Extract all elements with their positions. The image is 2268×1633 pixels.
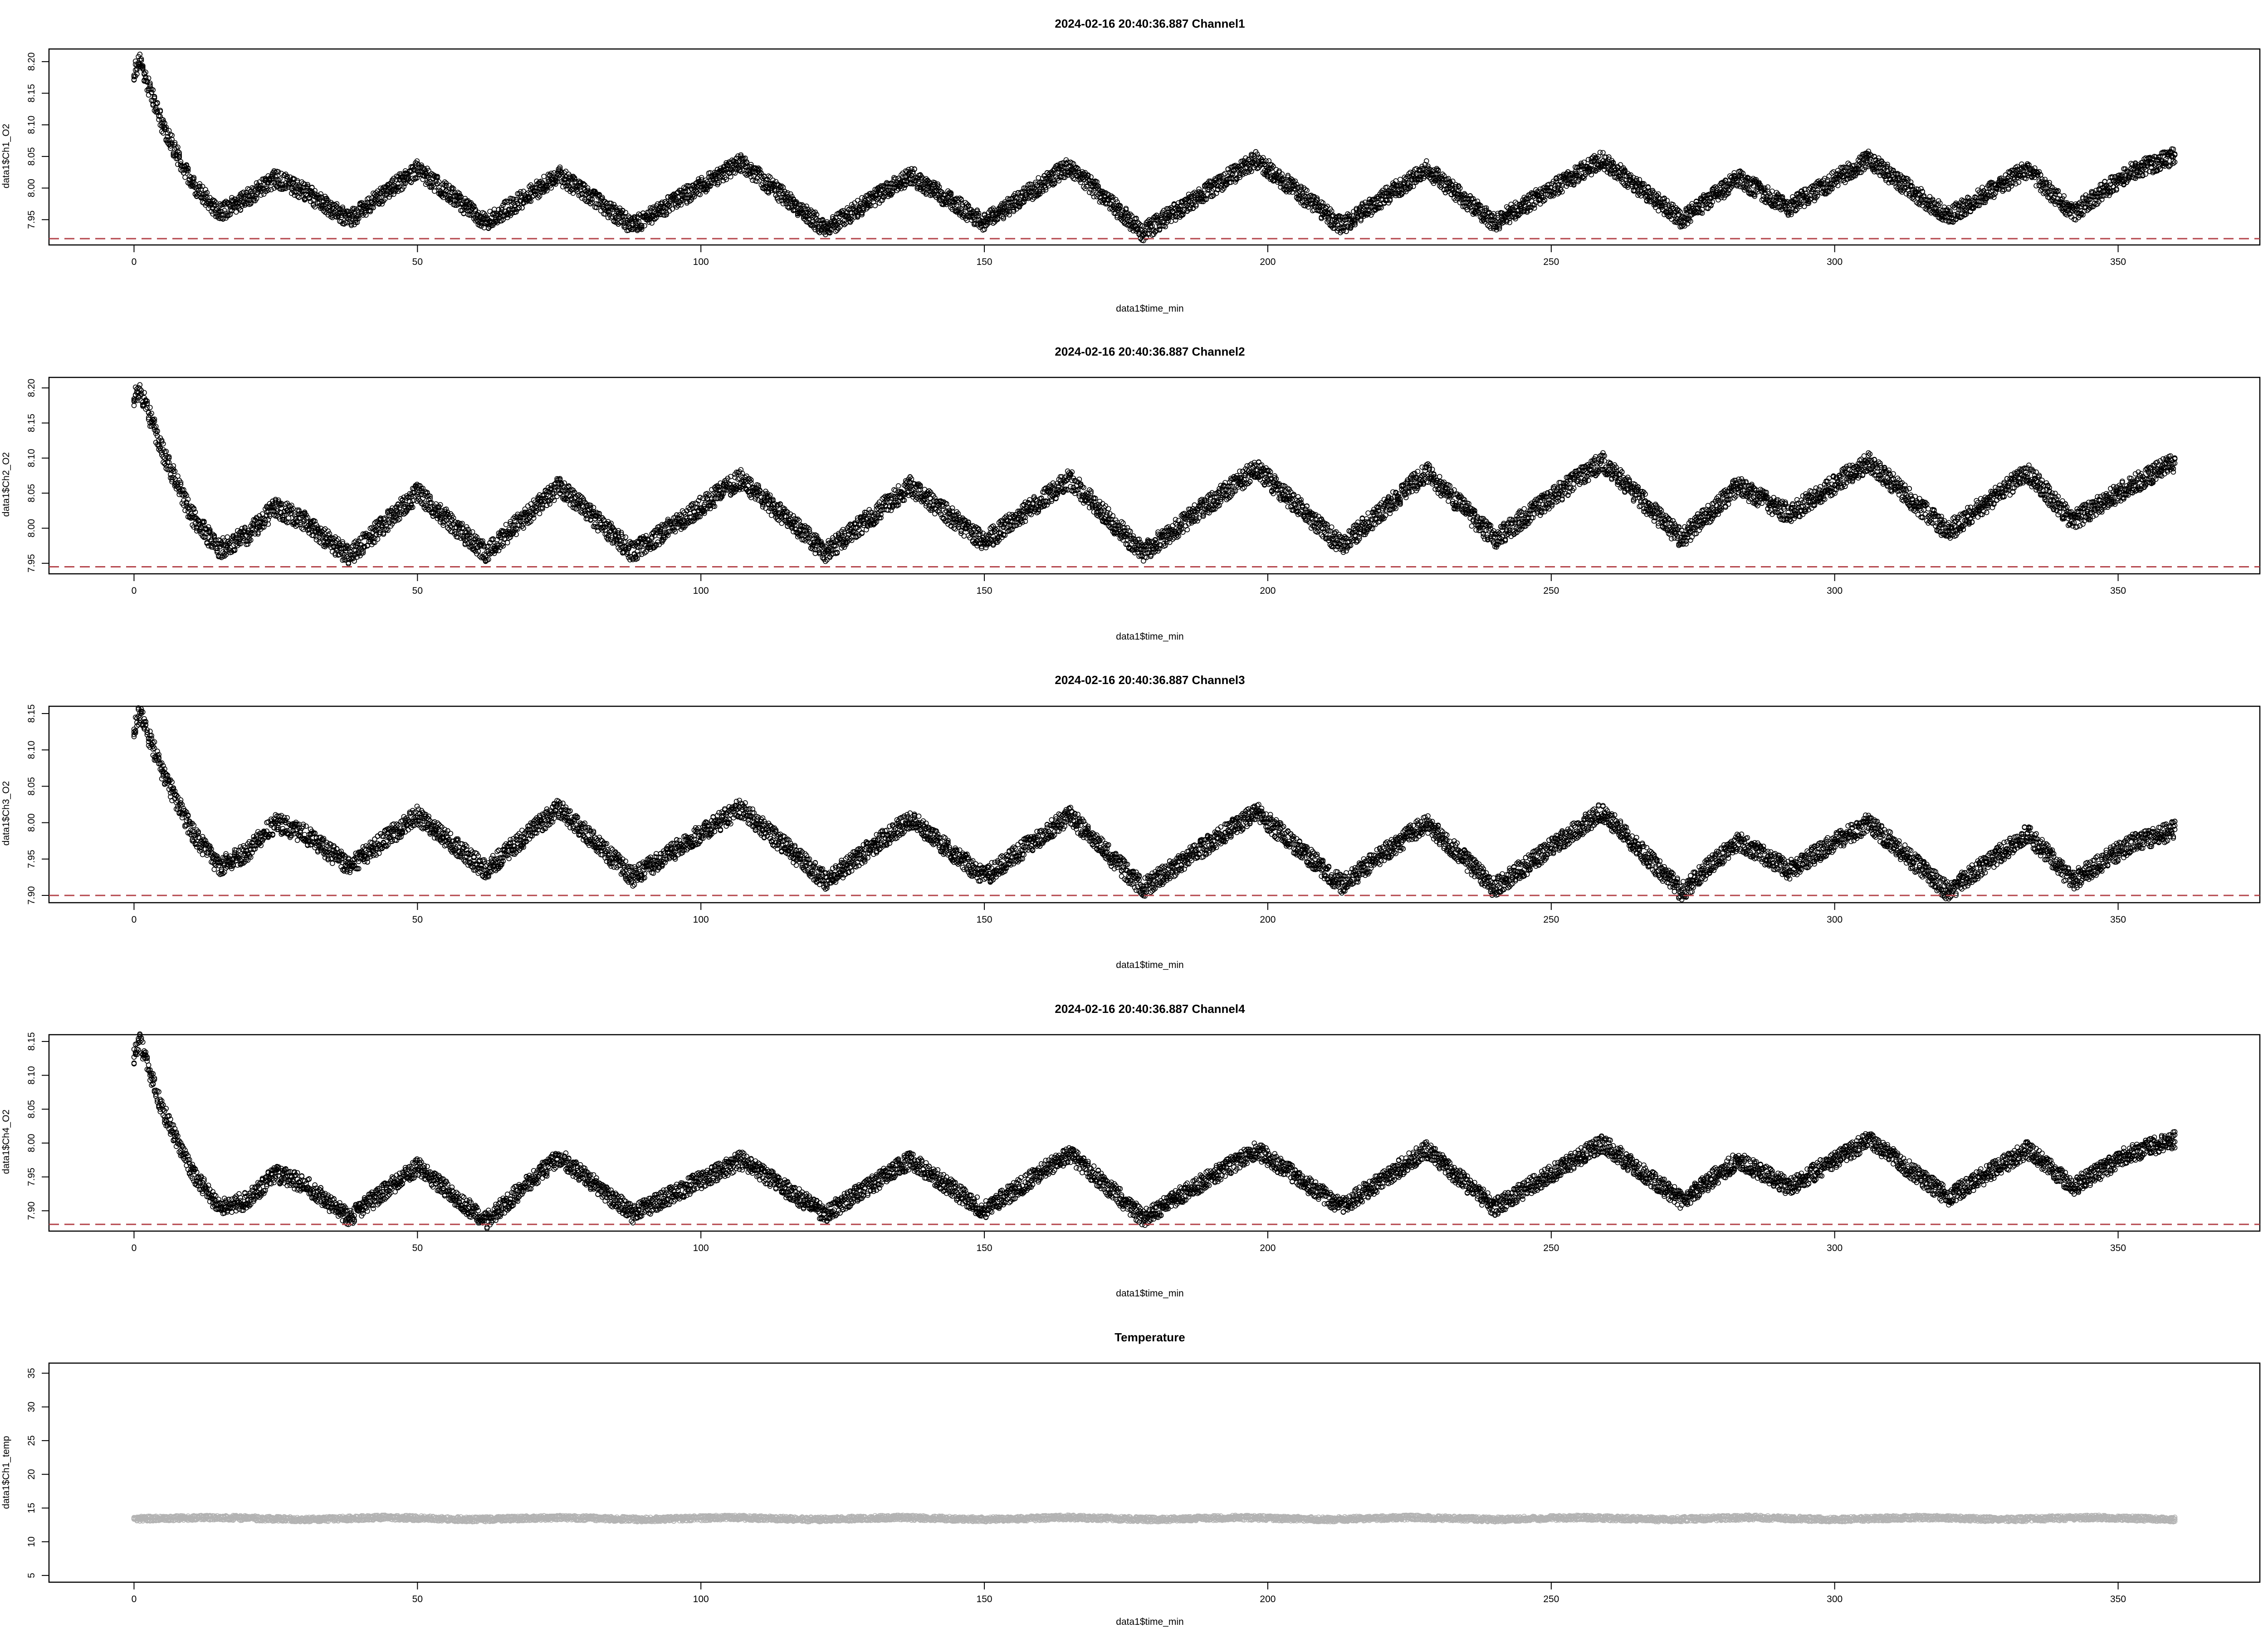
data-point [277, 176, 283, 182]
y-tick-label: 8.15 [26, 84, 37, 103]
data-point [163, 124, 169, 130]
data-point [286, 184, 292, 190]
data-point [254, 196, 259, 201]
data-point [283, 186, 288, 191]
data-point [311, 197, 316, 203]
data-point [300, 189, 306, 194]
x-tick-label: 250 [1543, 257, 1559, 267]
data-point [163, 137, 169, 142]
x-tick-label: 300 [1827, 257, 1843, 267]
data-point [319, 205, 325, 211]
data-point [146, 75, 152, 81]
data-point [150, 103, 156, 108]
data-point [284, 173, 290, 179]
data-point [169, 137, 175, 142]
data-point [197, 183, 203, 189]
plot-frame [48, 48, 2261, 246]
data-point [157, 109, 163, 114]
data-point [185, 168, 191, 174]
data-point [185, 165, 191, 171]
data-point [160, 117, 166, 123]
data-point [147, 80, 153, 86]
data-point [219, 209, 225, 215]
data-points [131, 51, 2178, 244]
data-point [221, 208, 227, 214]
data-point [176, 153, 182, 159]
x-tick-label: 0 [132, 257, 137, 267]
data-point [311, 202, 316, 208]
data-point [171, 152, 176, 157]
data-point [273, 174, 279, 180]
data-point [155, 108, 160, 114]
data-point [150, 87, 156, 93]
data-point [324, 196, 329, 202]
data-point [233, 209, 239, 215]
data-point [290, 188, 296, 194]
y-tick-label: 7.95 [26, 210, 37, 229]
data-point [176, 150, 182, 156]
panel-channel1: 2024-02-16 20:40:36.887 Channel1 0 50 100 1… [1, 17, 2261, 314]
data-point [172, 140, 178, 146]
data-point [275, 169, 281, 175]
data-point [157, 113, 163, 119]
data-point [220, 216, 226, 222]
data-point [140, 64, 146, 70]
data-point [232, 196, 238, 202]
data-point [147, 83, 153, 89]
data-point [137, 51, 143, 57]
data-point [292, 176, 298, 182]
data-point [152, 94, 157, 99]
y-tick-label: 8.20 [26, 52, 37, 71]
x-tick-label: 150 [977, 257, 992, 267]
data-point [175, 161, 181, 167]
data-point [138, 58, 144, 63]
data-point [321, 202, 327, 208]
data-point [275, 177, 281, 183]
x-tick-label: 350 [2110, 257, 2126, 267]
data-point [160, 119, 166, 125]
data-point [175, 144, 181, 150]
plot-area: 0 50 100 150 200 250 300 350 7.95 8.00 8.05 8.10 8.1… [26, 48, 2261, 267]
data-point [265, 187, 271, 193]
data-point [292, 192, 298, 198]
data-point [305, 182, 311, 187]
data-point [175, 148, 181, 154]
data-point [248, 201, 254, 207]
data-point [268, 187, 274, 192]
data-point [203, 187, 208, 192]
data-point [152, 96, 157, 101]
y-tick-label: 8.05 [26, 147, 37, 166]
data-point [143, 69, 149, 75]
data-point [191, 176, 197, 182]
data-point [138, 56, 144, 62]
x-tick-label: 100 [693, 257, 709, 267]
data-point [258, 192, 264, 198]
data-point [273, 170, 279, 176]
y-tick-label: 8.00 [26, 179, 37, 197]
data-point [159, 120, 165, 126]
x-tick-label: 50 [412, 257, 423, 267]
data-point [258, 183, 264, 189]
data-point [188, 174, 194, 180]
data-point [194, 191, 200, 196]
panel-title: 2024-02-16 20:40:36.887 Channel1 [1055, 17, 1245, 30]
y-tick-label: 8.10 [26, 116, 37, 134]
x-tick-label: 200 [1260, 257, 1276, 267]
data-point [197, 181, 203, 187]
data-point [200, 184, 205, 190]
data-point [155, 100, 160, 106]
data-point [169, 132, 175, 138]
data-point [134, 67, 140, 73]
data-point [261, 191, 267, 197]
data-point [176, 152, 182, 158]
